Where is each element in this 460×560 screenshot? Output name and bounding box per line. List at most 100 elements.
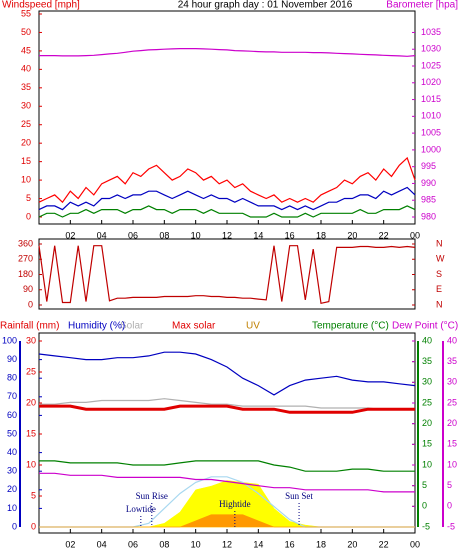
line xyxy=(38,186,416,211)
y-tick-label: 15 xyxy=(422,439,432,449)
line xyxy=(38,351,416,396)
line xyxy=(39,472,415,493)
y-tick-label: W xyxy=(436,254,445,264)
x-tick-label: 12 xyxy=(222,539,232,549)
y-tick-label: 70 xyxy=(7,391,17,401)
line xyxy=(39,48,416,57)
y-tick-label: E xyxy=(436,284,442,294)
line xyxy=(39,404,415,414)
y-tick-label: 25 xyxy=(422,397,432,407)
y-tick-label: 50 xyxy=(21,27,31,37)
y-tick-label: 15 xyxy=(447,439,457,449)
annotation: Lowtide xyxy=(126,504,156,514)
y-tick-label: 15 xyxy=(26,428,36,438)
y-tick-label: 980 xyxy=(421,211,436,221)
x-tick-label: 16 xyxy=(285,230,295,240)
y-tick-label: 30 xyxy=(21,101,31,111)
y-tick-label: 20 xyxy=(21,138,31,148)
y-tick-label: 0 xyxy=(26,211,31,221)
y-tick-label: 1030 xyxy=(421,44,441,54)
humidity-axis-label: Humidity (%) xyxy=(68,321,125,332)
chart-title: 24 hour graph day : 01 November 2016 xyxy=(178,0,353,11)
x-tick-label: 14 xyxy=(253,230,263,240)
x-tick-label: 08 xyxy=(159,539,169,549)
barometer-axis-label: Barometer [hpa] xyxy=(386,0,458,11)
line xyxy=(38,156,416,204)
y-tick-label: 55 xyxy=(21,8,31,18)
x-tick-label: 22 xyxy=(379,539,389,549)
y-tick-label: N xyxy=(436,299,443,309)
x-tick-label: 14 xyxy=(253,539,263,549)
x-tick-label: 06 xyxy=(128,230,138,240)
y-tick-label: 15 xyxy=(21,156,31,166)
y-tick-label: 1035 xyxy=(421,27,441,37)
x-tick-label: 16 xyxy=(285,539,295,549)
y-tick-label: 5 xyxy=(422,480,427,490)
y-tick-label: 1020 xyxy=(421,77,441,87)
x-tick-label: 20 xyxy=(347,539,357,549)
y-tick-label: 100 xyxy=(2,335,17,345)
x-tick-label: 10 xyxy=(191,539,201,549)
y-tick-label: 985 xyxy=(421,195,436,205)
y-tick-label: 30 xyxy=(7,466,17,476)
y-tick-label: 5 xyxy=(31,490,36,500)
y-tick-label: 45 xyxy=(21,45,31,55)
y-tick-label: 30 xyxy=(447,377,457,387)
line xyxy=(38,245,416,305)
y-tick-label: 20 xyxy=(447,418,457,428)
rain-axis-label: Rainfall (mm) xyxy=(0,321,59,332)
y-tick-label: 20 xyxy=(7,484,17,494)
y-tick-label: 180 xyxy=(18,269,33,279)
y-tick-label: 10 xyxy=(7,503,17,513)
x-tick-label: 06 xyxy=(128,539,138,549)
y-tick-label: 40 xyxy=(21,64,31,74)
solar-legend: Solar xyxy=(120,321,144,332)
dewpoint-axis-label: Dew Point (°C) xyxy=(392,321,458,332)
y-tick-label: 10 xyxy=(21,174,31,184)
y-tick-label: 0 xyxy=(447,501,452,511)
wind-axis-label: Windspeed [mph] xyxy=(2,0,80,11)
x-tick-label: 02 xyxy=(65,230,75,240)
y-tick-label: 30 xyxy=(26,335,36,345)
area xyxy=(39,514,415,528)
x-tick-label: 12 xyxy=(222,230,232,240)
line xyxy=(39,398,415,411)
y-tick-label: 25 xyxy=(26,366,36,376)
y-tick-label: 40 xyxy=(7,447,17,457)
y-tick-label: 30 xyxy=(422,377,432,387)
y-tick-label: 40 xyxy=(447,335,457,345)
y-tick-label: 80 xyxy=(7,373,17,383)
y-tick-label: -5 xyxy=(422,521,430,531)
x-tick-label: 04 xyxy=(97,230,107,240)
y-tick-label: 1010 xyxy=(421,111,441,121)
y-tick-label: 360 xyxy=(18,238,33,248)
x-tick-label: 04 xyxy=(97,539,107,549)
y-tick-label: 10 xyxy=(447,459,457,469)
y-tick-label: 20 xyxy=(26,397,36,407)
y-tick-label: 1005 xyxy=(421,127,441,137)
y-tick-label: 35 xyxy=(21,82,31,92)
y-tick-label: 1000 xyxy=(421,144,441,154)
y-tick-label: 1025 xyxy=(421,60,441,70)
annotation: Hightide xyxy=(219,499,251,509)
y-tick-label: 50 xyxy=(7,428,17,438)
y-tick-label: 270 xyxy=(18,254,33,264)
max-solar-legend: Max solar xyxy=(172,321,216,332)
y-tick-label: 60 xyxy=(7,410,17,420)
x-tick-label: 02 xyxy=(65,539,75,549)
y-tick-label: 40 xyxy=(422,335,432,345)
y-tick-label: 1015 xyxy=(421,94,441,104)
temperature-axis-label: Temperature (°C) xyxy=(312,321,389,332)
y-tick-label: 90 xyxy=(23,284,33,294)
uv-legend: UV xyxy=(246,321,260,332)
line xyxy=(38,205,416,218)
annotation: Sun Set xyxy=(285,491,313,501)
y-tick-label: 0 xyxy=(12,521,17,531)
x-tick-label: 22 xyxy=(379,230,389,240)
y-tick-label: 0 xyxy=(28,299,33,309)
direction-frame xyxy=(38,238,416,310)
y-tick-label: 10 xyxy=(422,459,432,469)
x-tick-label: 00 xyxy=(410,539,420,549)
y-tick-label: N xyxy=(436,238,443,248)
